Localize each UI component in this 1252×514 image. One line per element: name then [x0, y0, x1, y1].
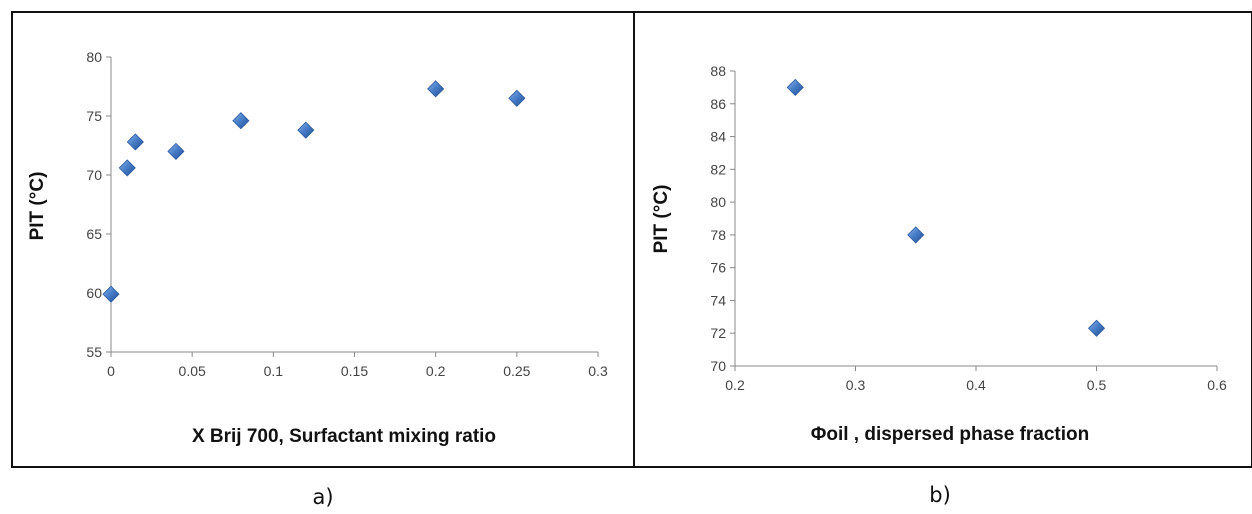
- data-point: [118, 159, 136, 177]
- data-point: [167, 142, 185, 160]
- data-point: [297, 121, 315, 139]
- figure-frame: [11, 11, 1252, 468]
- y-tick-label: 86: [710, 96, 726, 112]
- y-axis-title: PIT (°C): [651, 185, 672, 254]
- y-tick-label: 74: [710, 292, 726, 308]
- y-tick-label: 55: [86, 344, 102, 360]
- x-axis-title: X Brij 700, Surfactant mixing ratio: [192, 426, 496, 447]
- y-axis-title: PIT (°C): [27, 172, 48, 241]
- y-tick-label: 72: [710, 325, 726, 341]
- y-tick-label: 75: [86, 108, 102, 124]
- data-point: [1087, 319, 1106, 337]
- y-tick-label: 70: [710, 358, 726, 374]
- x-tick-label: 0.05: [179, 363, 206, 379]
- y-tick-label: 82: [710, 161, 726, 177]
- y-tick-label: 84: [710, 129, 726, 145]
- data-point: [786, 78, 804, 96]
- x-axis-title: Φoil , dispersed phase fraction: [811, 424, 1090, 445]
- data-point: [508, 89, 526, 107]
- y-tick-label: 65: [86, 226, 102, 242]
- x-tick-label: 0: [107, 363, 115, 379]
- panel-label-b: b): [929, 483, 951, 507]
- y-tick-label: 70: [86, 167, 102, 183]
- data-point: [126, 133, 144, 151]
- y-tick-label: 60: [86, 285, 102, 301]
- x-tick-label: 0.2: [725, 377, 745, 393]
- panel-label-a: a): [312, 485, 333, 509]
- data-point: [907, 226, 925, 244]
- x-tick-label: 0.15: [341, 363, 368, 379]
- x-tick-label: 0.3: [588, 363, 608, 379]
- chart-panel-a: 55 60 65 70 75 80 0 0.05 0.1 0.15 0.2 0.25 0.3 PIT …: [27, 49, 608, 509]
- x-tick-label: 0.4: [966, 377, 986, 393]
- data-point: [102, 285, 120, 303]
- y-tick-label: 88: [710, 63, 726, 79]
- x-tick-label: 0.5: [1087, 377, 1107, 393]
- x-tick-label: 0.1: [264, 363, 284, 379]
- data-point: [427, 80, 445, 98]
- chart-panel-b: 70 72 74 76 78 80 82 84 86 88 0.2 0.3 0.4 0.5 0.6 PIT…: [651, 63, 1227, 507]
- data-point: [232, 112, 250, 130]
- y-tick-label: 76: [710, 260, 726, 276]
- y-tick-label: 80: [710, 194, 726, 210]
- x-tick-label: 0.25: [503, 363, 530, 379]
- x-tick-label: 0.6: [1207, 377, 1227, 393]
- y-tick-label: 80: [86, 49, 102, 65]
- x-tick-label: 0.2: [426, 363, 446, 379]
- x-tick-label: 0.3: [846, 377, 866, 393]
- y-tick-label: 78: [710, 227, 726, 243]
